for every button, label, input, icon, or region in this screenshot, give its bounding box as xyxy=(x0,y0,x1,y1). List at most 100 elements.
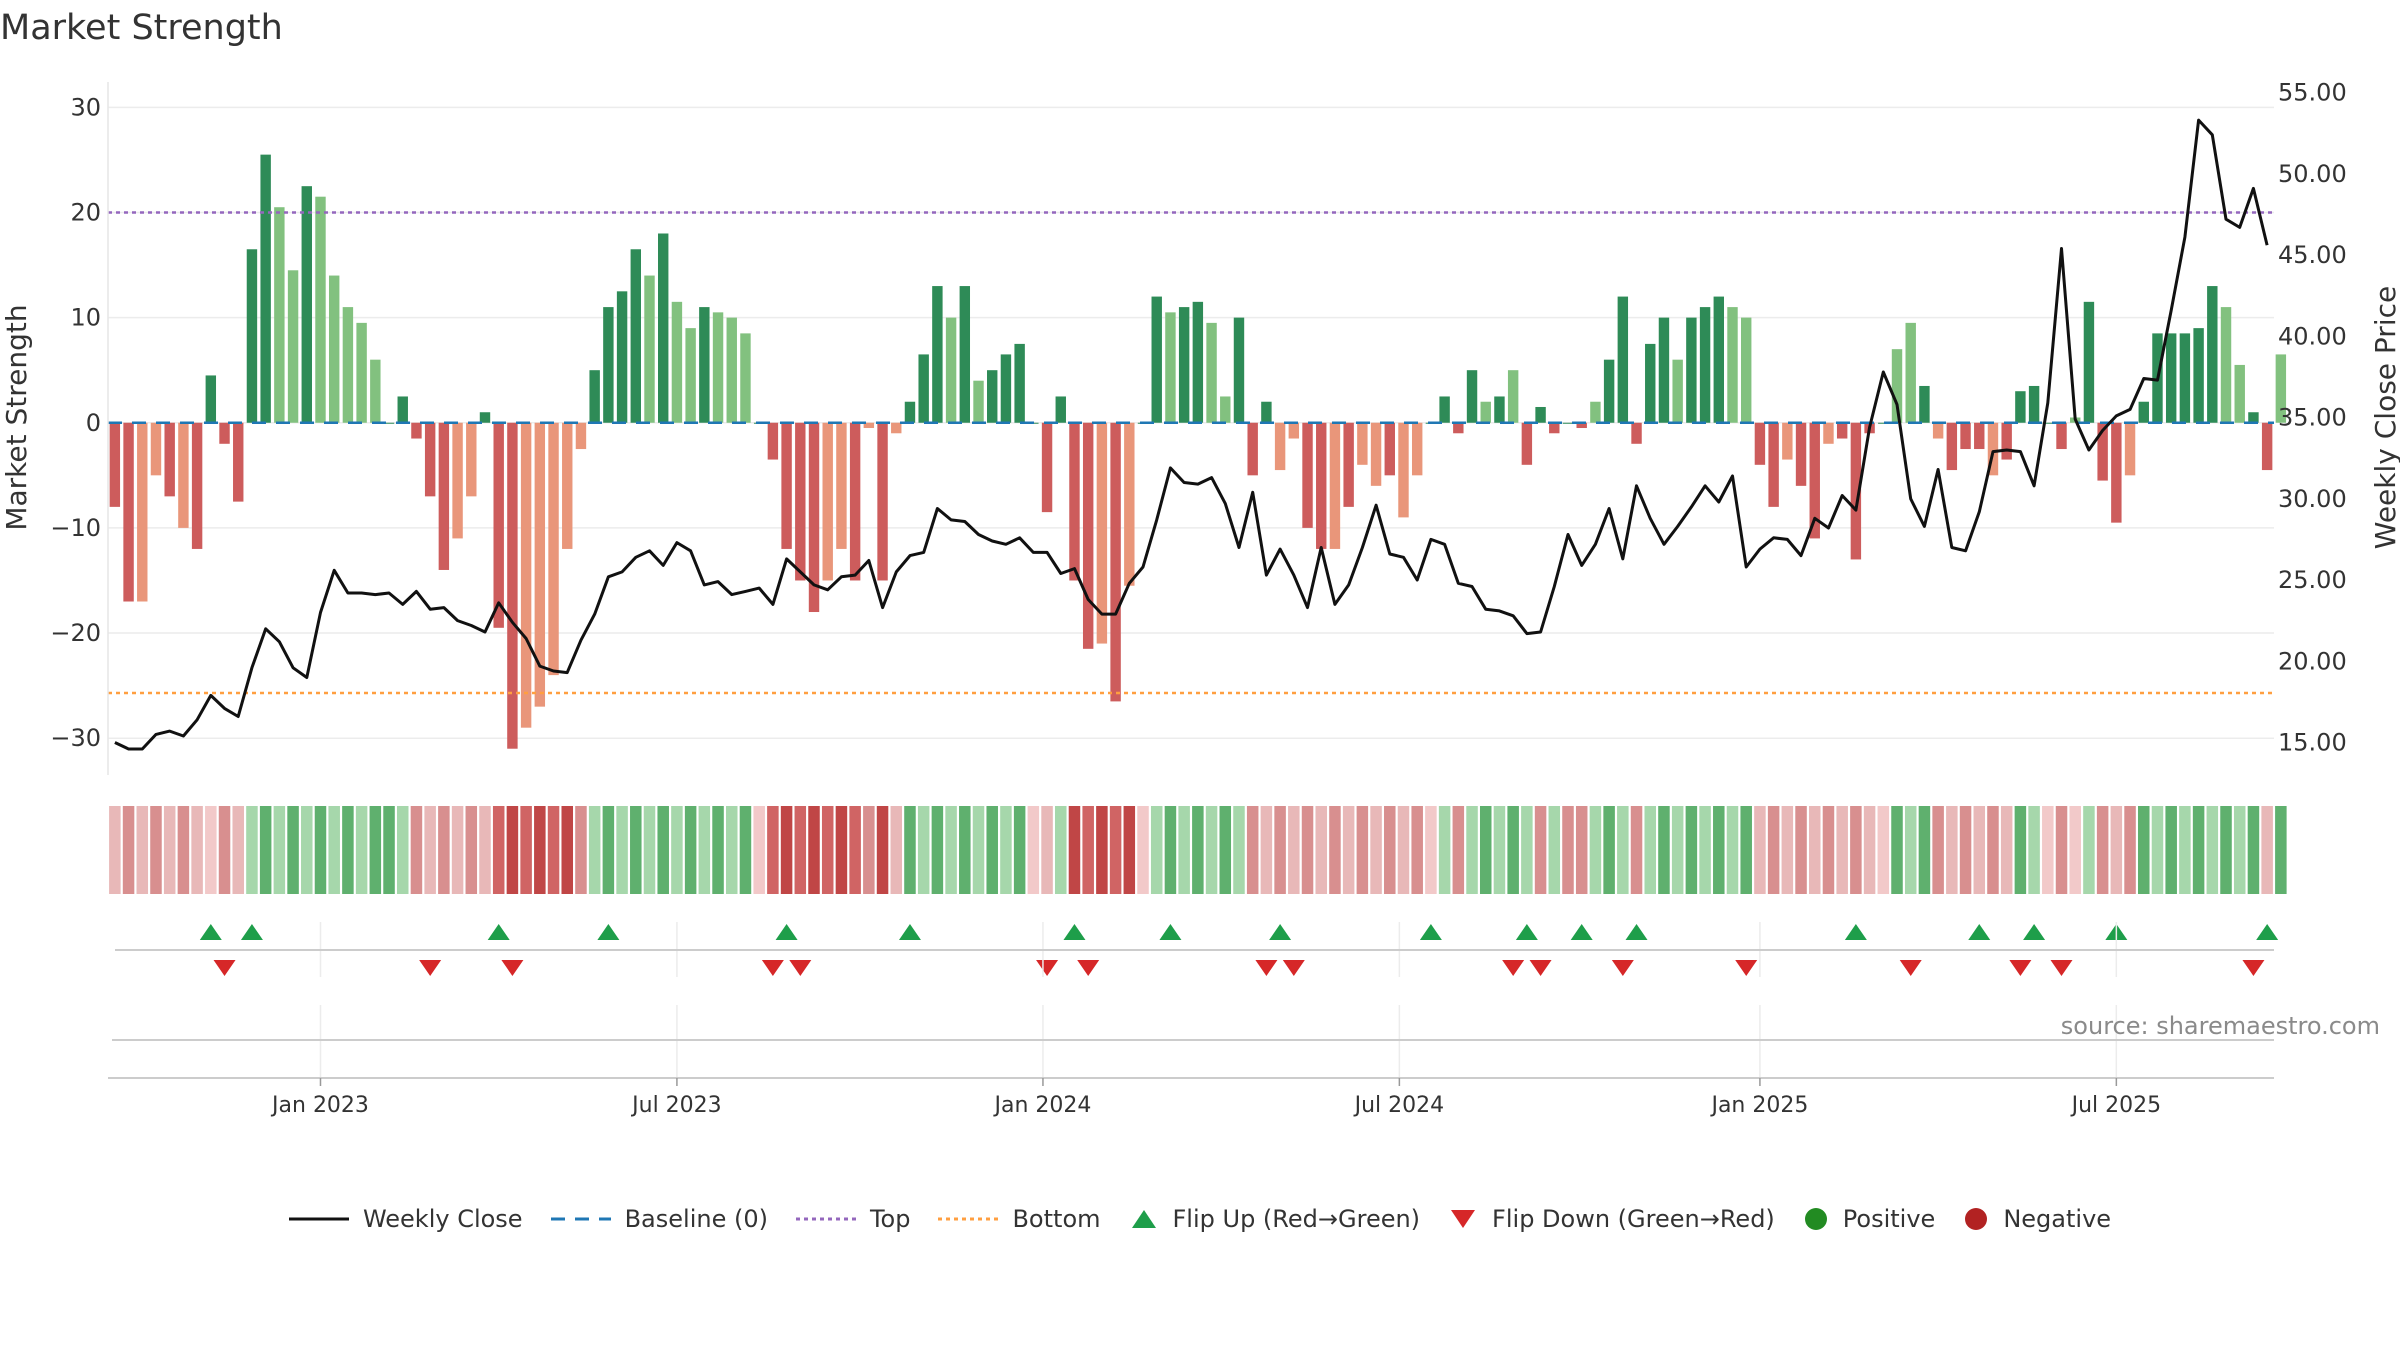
tape-cell xyxy=(1973,806,1986,894)
flip-up-marker xyxy=(1515,924,1538,940)
strength-bar xyxy=(493,422,504,628)
tape-cell xyxy=(342,806,354,894)
flip-up-marker xyxy=(1419,924,1442,940)
tape-cell xyxy=(808,806,820,894)
tape-cell xyxy=(218,806,231,894)
strength-bar xyxy=(1398,422,1409,518)
tape-cell xyxy=(1301,806,1314,894)
tape-cell xyxy=(1959,806,1972,894)
tape-cell xyxy=(1246,806,1259,894)
strength-bar xyxy=(1645,343,1656,423)
tape-cell xyxy=(1987,806,1999,894)
tape-cell xyxy=(2124,806,2136,894)
tape-cell xyxy=(1123,806,1136,894)
tape-cell xyxy=(2138,806,2150,894)
strength-bar xyxy=(1041,422,1053,513)
tape-cell xyxy=(2192,806,2205,894)
y-tick-label: 30 xyxy=(70,93,101,121)
strength-bar xyxy=(1151,296,1162,423)
legend-top: Top xyxy=(795,1205,911,1233)
tape-cell xyxy=(2096,806,2109,894)
strength-bar xyxy=(1782,422,1793,460)
strength-bar xyxy=(2015,391,2026,423)
tape-cell xyxy=(739,806,752,894)
strength-bar xyxy=(1960,422,1971,450)
strength-bar xyxy=(616,291,628,423)
strength-bar xyxy=(123,422,134,602)
tape-cell xyxy=(301,806,313,894)
y-tick-label: −20 xyxy=(50,619,101,647)
tape-cell xyxy=(1836,806,1848,894)
strength-tape xyxy=(109,806,2287,894)
flip-down-marker xyxy=(1899,960,1922,976)
tape-cell xyxy=(890,806,903,894)
strength-bar xyxy=(1233,317,1245,423)
strength-bar xyxy=(1658,317,1670,423)
tape-cell xyxy=(1713,806,1725,894)
strength-bar xyxy=(1343,422,1354,507)
strength-bar xyxy=(479,412,491,423)
tape-cell xyxy=(1932,806,1944,894)
strength-bar xyxy=(520,422,532,728)
tape-cell xyxy=(1315,806,1327,894)
dashed-line-swatch-icon xyxy=(550,1217,611,1221)
tape-cell xyxy=(1164,806,1177,894)
tape-cell xyxy=(1260,806,1273,894)
strength-bar xyxy=(233,422,244,502)
legend-negative-label: Negative xyxy=(2003,1205,2112,1233)
tape-cell xyxy=(684,806,697,894)
tape-cell xyxy=(725,806,738,894)
tape-cell xyxy=(1617,806,1629,894)
strength-bar xyxy=(246,249,258,423)
flip-down-marker xyxy=(2242,960,2265,976)
flip-down-marker xyxy=(1077,960,1100,976)
strength-bar xyxy=(836,422,847,549)
flip-down-marker xyxy=(2009,960,2032,976)
tape-cell xyxy=(1863,806,1876,894)
strength-bar xyxy=(1302,422,1313,528)
flip-down-marker xyxy=(1502,960,1525,976)
tape-cell xyxy=(479,806,491,894)
strength-bar xyxy=(2193,328,2204,423)
tape-cell xyxy=(1644,806,1657,894)
tape-cell xyxy=(1192,806,1204,894)
tape-cell xyxy=(821,806,834,894)
tape-cell xyxy=(904,806,916,894)
tape-cell xyxy=(1082,806,1094,894)
line-swatch-icon xyxy=(288,1217,349,1221)
strength-bar xyxy=(1727,307,1738,423)
strength-bar xyxy=(1466,370,1478,423)
tape-cell xyxy=(1507,806,1519,894)
strength-bar xyxy=(1590,401,1601,423)
strength-bar xyxy=(2111,422,2122,523)
tape-cell xyxy=(575,806,587,894)
tape-cell xyxy=(396,806,409,894)
market-strength-chart: 30 20 10 0 −10 −20 −30 55.00 50.00 45.00 40.00 35.0… xyxy=(0,79,2400,1119)
y2-tick-label: 40.00 xyxy=(2278,322,2347,350)
strength-bar xyxy=(397,396,408,423)
tape-cell xyxy=(246,806,258,894)
flip-down-marker xyxy=(789,960,812,976)
strength-bar xyxy=(685,328,696,423)
tape-cell xyxy=(1740,806,1752,894)
tape-cell xyxy=(1329,806,1341,894)
tape-cell xyxy=(1808,806,1821,894)
tape-cell xyxy=(451,806,464,894)
tape-cell xyxy=(328,806,340,894)
tape-cell xyxy=(232,806,244,894)
flip-markers xyxy=(199,924,2279,976)
strength-bar xyxy=(191,422,203,549)
dotted-line-swatch-icon xyxy=(795,1217,856,1221)
strength-bar xyxy=(712,312,724,423)
strength-bar xyxy=(1055,396,1066,423)
strength-bar xyxy=(1795,422,1807,486)
strength-bar xyxy=(1082,422,1094,649)
tape-cell xyxy=(2055,806,2068,894)
y2-tick-label: 20.00 xyxy=(2278,647,2347,675)
strength-bar xyxy=(1809,422,1820,539)
y-axis-title: Market Strength xyxy=(0,304,33,530)
legend-top-label: Top xyxy=(869,1205,911,1233)
tape-cell xyxy=(1068,806,1081,894)
strength-bar xyxy=(1672,359,1683,423)
triangle-down-icon xyxy=(1451,1210,1476,1228)
